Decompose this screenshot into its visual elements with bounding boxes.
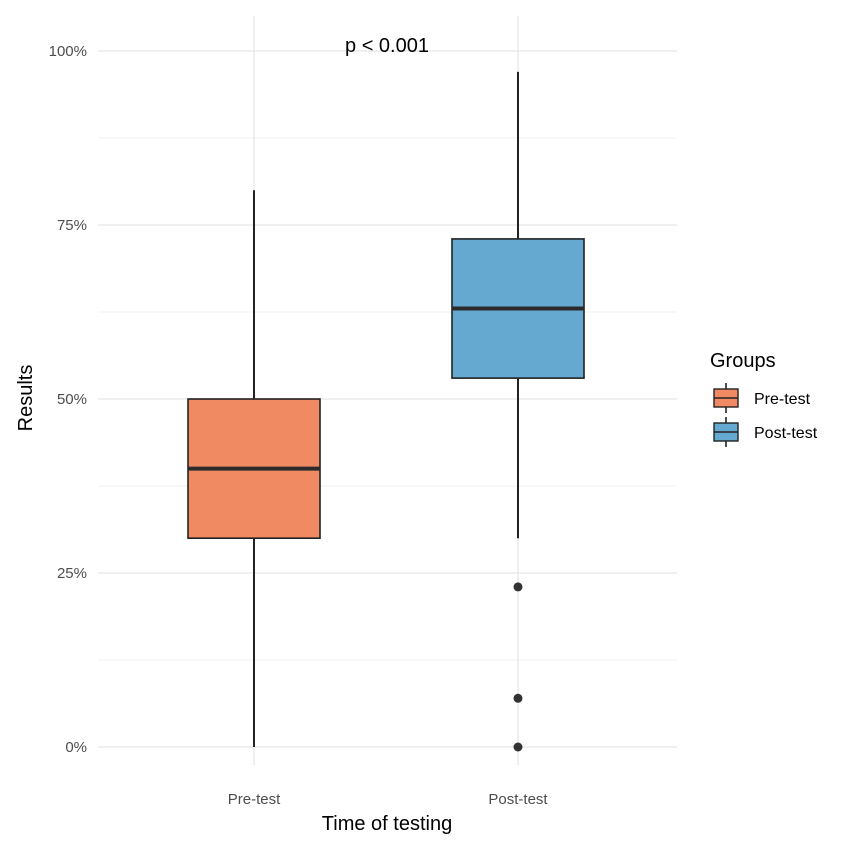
y-tick-label: 75% (57, 217, 87, 234)
y-tick-label: 0% (65, 739, 87, 756)
boxes (187, 71, 585, 752)
box-pre-test (187, 190, 321, 747)
y-tick-label: 50% (57, 391, 87, 408)
x-axis-title: Time of testing (322, 813, 452, 835)
outlier-point (513, 582, 523, 592)
x-tick-label: Post-test (488, 791, 548, 808)
legend: Groups Pre-test Post-test (710, 350, 818, 447)
legend-label: Pre-test (754, 391, 811, 408)
box-post-test (451, 71, 585, 752)
grid-lines (98, 16, 677, 765)
y-tick-label: 100% (49, 43, 87, 60)
y-tick-label: 25% (57, 565, 87, 582)
outlier-point (513, 742, 523, 752)
y-axis-ticks: 0% 25% 50% 75% 100% (49, 43, 87, 756)
p-value-annotation: p < 0.001 (345, 35, 429, 57)
legend-item-post-test: Post-test (713, 417, 818, 447)
legend-label: Post-test (754, 425, 818, 442)
x-axis-ticks: Pre-test Post-test (228, 791, 549, 808)
y-axis-title: Results (15, 365, 37, 432)
legend-title: Groups (710, 350, 776, 372)
outlier-point (513, 693, 523, 703)
x-tick-label: Pre-test (228, 791, 281, 808)
legend-item-pre-test: Pre-test (713, 383, 811, 413)
